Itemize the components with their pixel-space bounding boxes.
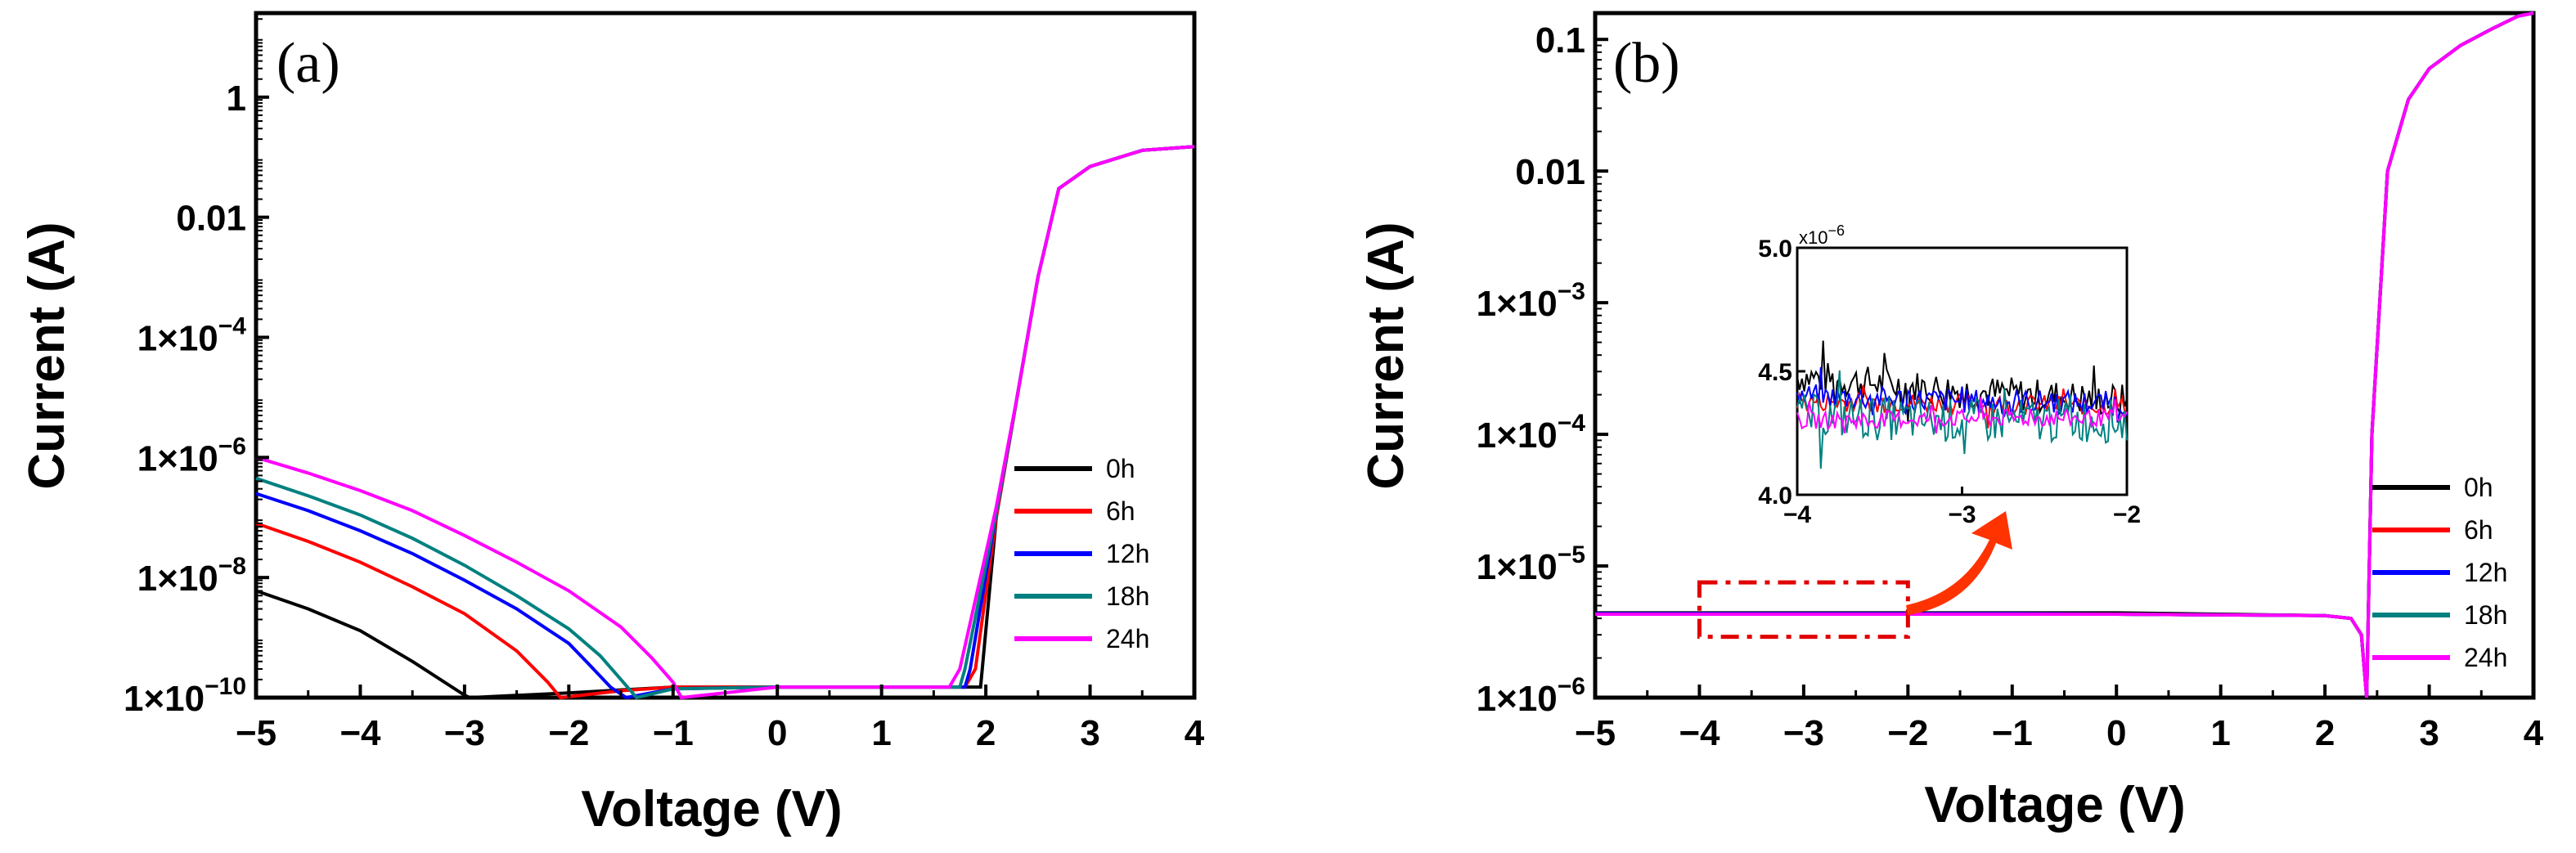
x-tick-label: −3 (1783, 713, 1824, 753)
panel-b-x-axis-title: Voltage (V) (1924, 777, 2185, 833)
highlight-box (1697, 580, 1910, 640)
panel-a-label: (a) (276, 32, 340, 95)
panel-a-y-axis-title: Current (A) (19, 222, 75, 489)
series-line-24h (1595, 11, 2534, 698)
series-line-0h (255, 145, 1195, 700)
x-tick-label: 2 (976, 713, 996, 753)
x-tick-label: −1 (1992, 713, 2033, 753)
series-line-24h (255, 145, 1195, 700)
legend-label-6h: 6h (1106, 496, 1135, 526)
panel-b-legend: 0h 6h 12h 18h 24h (2372, 473, 2507, 672)
inset-series (1796, 340, 2128, 469)
series-line-18h (255, 145, 1195, 700)
panel-b-inset: −4 −3 −2 4.0 4.5 5.0 x10−6 (1758, 222, 2141, 528)
x-tick-label: 1 (2210, 713, 2230, 753)
inset-x-tick-label: −3 (1948, 501, 1976, 528)
x-tick-label: −5 (236, 713, 276, 753)
legend-label-24h: 24h (1106, 624, 1149, 653)
panel-b-x-ticks: −5 −4 −3 −2 −1 0 1 2 3 4 (1575, 685, 2544, 753)
x-tick-label: 4 (2524, 713, 2544, 753)
x-tick-label: −4 (339, 713, 381, 753)
x-tick-label: −2 (1887, 713, 1928, 753)
callout-arrow (1906, 511, 2012, 615)
legend-label-12h: 12h (2464, 558, 2507, 587)
x-tick-label: 2 (2315, 713, 2335, 753)
y-tick-label: 0.01 (1515, 152, 1585, 192)
inset-y-tick-label: 5.0 (1758, 236, 1792, 263)
y-tick-label: 1×10−4 (1477, 410, 1586, 456)
y-tick-label: 0.01 (176, 199, 246, 239)
inset-multiplier: x10−6 (1799, 222, 1845, 248)
series-line-6h (255, 145, 1195, 700)
x-tick-label: −3 (444, 713, 485, 753)
legend-label-24h: 24h (2464, 643, 2507, 672)
inset-frame (1796, 246, 2129, 496)
legend-label-0h: 0h (2464, 473, 2493, 502)
x-tick-label: 3 (1080, 713, 1099, 753)
panel-a-x-ticks: −5 −4 −3 −2 −1 0 1 2 3 4 (236, 685, 1205, 753)
legend-label-0h: 0h (1106, 454, 1135, 483)
inset-y-tick-label: 4.0 (1758, 483, 1792, 510)
panel-b-y-ticks: 1×10−6 1×10−5 1×10−4 1×10−3 0.01 0.1 (1477, 20, 1608, 719)
legend-label-18h: 18h (2464, 600, 2507, 630)
y-tick-label: 1×10−5 (1477, 541, 1585, 587)
y-tick-label: 1×10−3 (1477, 278, 1585, 324)
panel-a-y-ticks: 1×10−10 1×10−8 1×10−6 1×10−4 0.01 1 (124, 18, 269, 719)
y-tick-label: 1 (227, 79, 246, 119)
inset-y-tick-label: 4.5 (1758, 359, 1792, 386)
panel-b: −5 −4 −3 −2 −1 0 1 2 3 4 1×10−6 1×10−5 1×10−4 1×10−3… (1358, 11, 2544, 833)
y-tick-label: 0.1 (1535, 20, 1585, 61)
inset-x-tick-label: −4 (1783, 501, 1812, 528)
panel-b-series (1595, 11, 2534, 698)
panel-b-highlight-region (1697, 580, 1910, 640)
panel-b-label: (b) (1613, 32, 1680, 95)
x-tick-label: −2 (548, 713, 589, 753)
x-tick-label: −5 (1575, 713, 1616, 753)
inset-ticks: −4 −3 −2 4.0 4.5 5.0 (1758, 236, 2141, 528)
y-tick-label: 1×10−10 (124, 673, 246, 719)
y-tick-label: 1×10−6 (1477, 673, 1585, 719)
x-tick-label: 3 (2419, 713, 2439, 753)
x-tick-label: 4 (1185, 713, 1205, 753)
inset-series-line-24h (1796, 397, 2128, 434)
panel-b-y-axis-title: Current (A) (1358, 222, 1414, 489)
series-line-12h (255, 145, 1195, 700)
x-tick-label: −1 (653, 713, 694, 753)
inset-x-tick-label: −2 (2113, 501, 2141, 528)
legend-label-12h: 12h (1106, 539, 1149, 568)
y-tick-label: 1×10−6 (137, 433, 246, 478)
y-tick-label: 1×10−8 (137, 553, 246, 599)
x-tick-label: −4 (1679, 713, 1720, 753)
y-tick-label: 1×10−4 (137, 312, 247, 358)
legend-label-6h: 6h (2464, 515, 2493, 545)
legend-label-18h: 18h (1106, 581, 1149, 611)
panel-a: −5 −4 −3 −2 −1 0 1 2 3 4 1×10−101×10−81×10−61×10−… (19, 11, 1205, 837)
x-tick-label: 0 (767, 713, 787, 753)
panel-a-series (255, 145, 1195, 700)
x-tick-label: 1 (871, 713, 891, 753)
panel-a-legend: 0h 6h 12h 18h 24h (1014, 454, 1149, 653)
x-tick-label: 0 (2106, 713, 2126, 753)
panel-a-x-axis-title: Voltage (V) (581, 781, 842, 837)
